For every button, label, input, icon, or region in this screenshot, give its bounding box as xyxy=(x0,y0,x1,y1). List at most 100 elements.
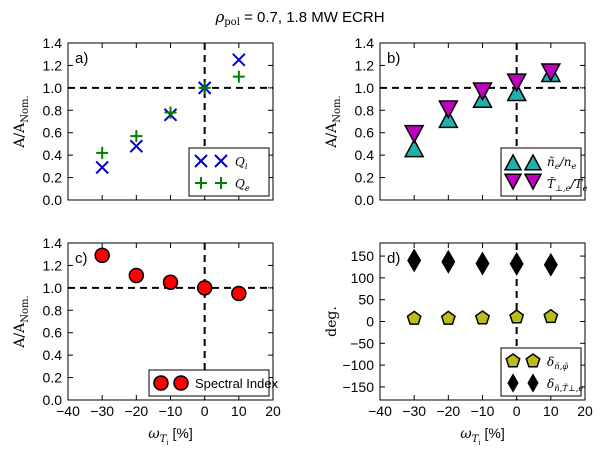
series-1 xyxy=(407,248,558,277)
data-point xyxy=(441,249,456,274)
legend-box xyxy=(148,369,270,397)
y-tick-label: 1.0 xyxy=(355,80,375,96)
legend-marker xyxy=(523,153,543,171)
y-tick-label: 0.4 xyxy=(355,147,375,163)
x-tick-label: 10 xyxy=(231,403,247,419)
legend: δñ,φ̃ δñ,T̃⊥,e xyxy=(500,347,583,397)
legend-label: T̃⊥,e/Te xyxy=(547,176,588,193)
x-tick-label: −20 xyxy=(124,403,148,419)
y-axis-label: A/ANom. xyxy=(324,95,343,148)
panel-b: 0.0 0.2 0.4 0.6 0.8 1.0 1.2 1.4 b) ñe/ne T̃⊥,e/Te A… xyxy=(324,35,588,208)
y-tick-label: 0.0 xyxy=(355,192,375,208)
legend-marker xyxy=(523,173,543,191)
legend-marker xyxy=(505,353,521,368)
y-tick-label: 0.8 xyxy=(43,102,63,118)
y-axis-label: A/ANom. xyxy=(12,95,31,148)
data-point xyxy=(130,130,143,143)
x-tick-label: 0 xyxy=(513,403,521,419)
x-tick-label: 20 xyxy=(577,403,593,419)
data-point xyxy=(403,124,425,144)
data-point xyxy=(94,247,110,264)
legend-marker xyxy=(503,173,523,191)
y-tick-label: 1.2 xyxy=(355,57,375,73)
x-tick-label: −10 xyxy=(471,403,495,419)
y-tick-label: 1.0 xyxy=(43,80,63,96)
data-point xyxy=(438,100,459,120)
legend-marker xyxy=(195,177,207,189)
x-axis-label: ωTi [%] xyxy=(460,425,504,447)
x-tick-label: −30 xyxy=(402,403,426,419)
legend-marker xyxy=(525,353,541,368)
data-point xyxy=(403,138,425,158)
x-tick-label: −10 xyxy=(159,403,183,419)
y-tick-label: 1.4 xyxy=(43,235,63,251)
series-1 xyxy=(403,63,562,144)
legend: Qi Qe xyxy=(188,147,270,197)
data-point xyxy=(506,73,527,93)
legend-label: δñ,T̃⊥,e xyxy=(547,377,583,393)
legend-label: Qe xyxy=(235,177,250,193)
data-point xyxy=(95,160,109,175)
y-tick-label: 150 xyxy=(351,248,375,264)
legend-marker xyxy=(173,375,189,391)
y-tick-label: 0 xyxy=(366,314,374,330)
x-axis-label: ωTi [%] xyxy=(148,425,192,447)
y-tick-label: 1.4 xyxy=(355,35,375,51)
y-tick-label: −100 xyxy=(342,357,374,373)
data-point xyxy=(231,285,247,302)
legend-marker xyxy=(503,153,523,171)
legend-marker xyxy=(507,373,519,393)
y-tick-label: 0.6 xyxy=(355,125,375,141)
y-tick-label: 0.2 xyxy=(43,370,63,386)
x-tick-label: −40 xyxy=(56,403,80,419)
panel-label: c) xyxy=(75,250,88,267)
panel-label: b) xyxy=(387,50,400,67)
legend-label: Spectral Index xyxy=(195,376,279,391)
legend-box xyxy=(188,147,270,197)
y-axis-label: A/ANom. xyxy=(12,295,31,348)
panel-label: d) xyxy=(387,250,400,267)
y-tick-label: 0.8 xyxy=(43,302,63,318)
y-tick-label: 0.0 xyxy=(43,392,63,408)
legend-marker xyxy=(194,154,208,168)
series-0 xyxy=(406,308,559,325)
title-rho: ρ xyxy=(214,8,224,26)
y-tick-label: 0.4 xyxy=(43,147,63,163)
series-1 xyxy=(96,70,245,159)
y-tick-label: 0.0 xyxy=(43,192,63,208)
data-point xyxy=(128,267,145,284)
y-tick-label: 100 xyxy=(351,270,375,286)
y-tick-label: 1.0 xyxy=(43,280,63,296)
data-point xyxy=(440,310,456,325)
data-point xyxy=(232,70,245,83)
y-tick-label: −150 xyxy=(342,379,374,395)
legend-marker xyxy=(214,154,228,168)
legend-label: δñ,φ̃ xyxy=(547,355,568,371)
data-point xyxy=(509,309,525,324)
y-tick-label: 0.4 xyxy=(43,347,63,363)
data-point xyxy=(509,251,524,276)
y-tick-label: −50 xyxy=(350,335,374,351)
y-tick-label: 50 xyxy=(358,292,374,308)
data-point xyxy=(196,280,213,296)
x-tick-label: 10 xyxy=(543,403,559,419)
y-tick-label: 1.2 xyxy=(43,57,63,73)
legend-label: ñe/ne xyxy=(547,155,576,171)
series-0 xyxy=(94,247,247,302)
panel-a: 0.0 0.2 0.4 0.6 0.8 1.0 1.2 1.4 a) Qi Qe A/ANom. xyxy=(12,35,274,208)
title-rest: = 0.7, 1.8 MW ECRH xyxy=(240,9,385,26)
figure-title: ρpol = 0.7, 1.8 MW ECRH xyxy=(214,8,384,28)
x-tick-label: 0 xyxy=(201,403,209,419)
data-point xyxy=(129,139,144,153)
y-tick-label: 1.2 xyxy=(43,257,63,273)
data-point xyxy=(540,63,562,83)
legend-marker xyxy=(215,177,227,189)
data-point xyxy=(475,251,490,276)
data-point xyxy=(407,248,422,273)
x-tick-label: −40 xyxy=(368,403,392,419)
data-point xyxy=(543,252,558,277)
x-tick-label: −30 xyxy=(90,403,114,419)
x-tick-label: −20 xyxy=(436,403,460,419)
y-tick-label: 0.2 xyxy=(43,170,63,186)
